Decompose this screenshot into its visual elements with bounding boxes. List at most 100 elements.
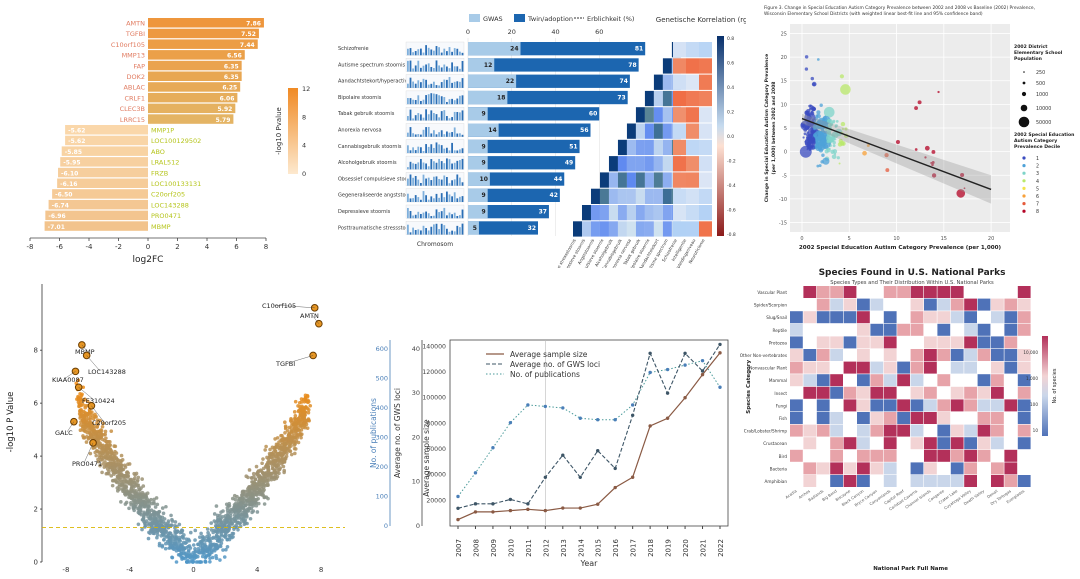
- colorbar-tick-label: -0.6: [727, 208, 736, 214]
- manhattan-bar: [451, 98, 453, 105]
- manhattan-bar: [456, 174, 459, 186]
- data-point: [810, 111, 815, 116]
- manhattan-bar: [422, 174, 425, 186]
- data-point: [291, 439, 296, 443]
- legend-title: 2002 Special Education: [1014, 132, 1074, 138]
- data-point: [811, 107, 815, 112]
- heatmap-cell: [870, 462, 884, 475]
- heatmap-cell: [910, 361, 924, 374]
- data-point: [263, 448, 267, 452]
- data-point: [231, 531, 236, 536]
- data-point: [287, 425, 292, 430]
- manhattan-bar: [440, 145, 443, 154]
- gwas-growth-panel: 0 100 200 300 400 500 600 No. of publications 0 1…: [358, 318, 734, 579]
- data-point: [274, 442, 279, 447]
- trait-correlation-cell: [673, 139, 686, 156]
- heatmap-cell: [816, 361, 830, 374]
- loci-tick-label: 10: [412, 478, 420, 486]
- data-point: [76, 400, 81, 404]
- data-point: [105, 471, 110, 476]
- manhattan-bar: [412, 81, 414, 88]
- heatmap-cell: [950, 399, 964, 412]
- y-axis-title: Change in Special Education Autism Categ…: [764, 54, 770, 203]
- manhattan-bar: [453, 48, 456, 56]
- category-label: Vascular Plant: [757, 290, 787, 295]
- heatmap-cell: [910, 424, 924, 437]
- data-point: [292, 410, 297, 414]
- labeled-point: [315, 319, 323, 328]
- data-point: [179, 547, 183, 551]
- manhattan-bar: [409, 127, 412, 137]
- data-point: [137, 498, 142, 503]
- data-point: [266, 467, 271, 472]
- correlation-cell: [608, 172, 618, 188]
- data-point: [243, 521, 248, 525]
- manhattan-bar: [414, 230, 417, 235]
- heatmap-cell: [857, 475, 870, 487]
- data-point: [246, 489, 250, 493]
- labeled-point: [87, 401, 96, 410]
- data-point: [164, 523, 168, 527]
- gws-loci-line-point: [456, 506, 460, 510]
- manhattan-bar: [407, 60, 409, 72]
- heatmap-cell: [937, 336, 951, 349]
- bar: [148, 103, 236, 114]
- heatmap-cell: [830, 386, 843, 399]
- data-point: [113, 454, 117, 458]
- bar: [61, 146, 148, 156]
- data-point: [924, 156, 927, 159]
- data-point: [207, 536, 212, 540]
- manhattan-bar: [440, 82, 443, 88]
- twin-bar: [468, 139, 580, 154]
- heatmap-cell: [977, 412, 991, 424]
- data-point: [135, 483, 140, 487]
- data-point: [152, 497, 156, 502]
- manhattan-bar: [451, 163, 453, 170]
- data-point: [218, 558, 222, 562]
- heatmap-cell: [883, 286, 897, 298]
- data-point: [293, 421, 298, 426]
- heatmap-cell: [991, 336, 1004, 349]
- heatmap-cell: [883, 349, 897, 361]
- heatmap-cell: [843, 361, 857, 374]
- manhattan-bar: [459, 215, 461, 219]
- gene-label: MBMP: [151, 223, 171, 231]
- gene-label: LOC100133131: [151, 180, 201, 188]
- gws-loci-line-point: [665, 391, 670, 395]
- heatmap-cell: [977, 386, 991, 399]
- category-label: Slug/Snail: [766, 315, 787, 320]
- decile-legend-label: 3: [1036, 171, 1039, 177]
- labeled-point: [71, 367, 80, 376]
- bar-value-label: -6.74: [52, 202, 69, 209]
- heatmap-cell: [1017, 412, 1031, 424]
- data-point: [119, 500, 123, 504]
- heatmap-cell: [897, 286, 910, 298]
- data-point: [131, 506, 136, 511]
- gws-loci-line-point: [683, 351, 687, 355]
- category-label: Crab/Lobster/Shrimp: [744, 429, 788, 434]
- manhattan-bar: [451, 62, 453, 72]
- trait-correlation-cell: [686, 139, 699, 156]
- data-point: [208, 559, 212, 564]
- heatmap-cell: [843, 336, 857, 349]
- heatmap-cell: [991, 361, 1004, 374]
- data-point: [826, 118, 832, 124]
- manhattan-bar: [440, 223, 443, 235]
- sample-size-line-point: [526, 507, 530, 512]
- data-point: [804, 140, 807, 143]
- data-point: [198, 535, 202, 540]
- manhattan-bar: [422, 99, 425, 105]
- gwas-bar: [468, 74, 517, 88]
- heatmap-cell: [897, 424, 910, 437]
- heatmap-cell: [950, 286, 964, 298]
- data-point: [100, 424, 105, 429]
- heatmap-cell: [1004, 361, 1018, 374]
- manhattan-bar: [435, 94, 438, 105]
- manhattan-bar: [430, 66, 433, 72]
- data-point: [183, 551, 188, 556]
- data-point: [164, 529, 169, 534]
- decile-legend-label: 8: [1036, 209, 1039, 215]
- heatmap-cell: [897, 361, 910, 374]
- trait-correlation-cell: [699, 139, 712, 156]
- gws-loci-line-point: [473, 502, 478, 506]
